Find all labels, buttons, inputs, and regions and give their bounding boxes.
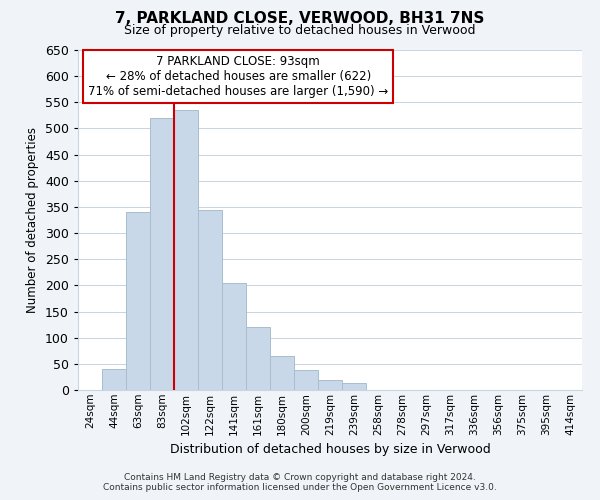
Bar [102, 369, 126, 390]
Text: 7, PARKLAND CLOSE, VERWOOD, BH31 7NS: 7, PARKLAND CLOSE, VERWOOD, BH31 7NS [115, 11, 485, 26]
Bar [342, 382, 366, 390]
Bar [270, 356, 294, 390]
Y-axis label: Number of detached properties: Number of detached properties [26, 127, 40, 313]
Bar [246, 327, 270, 390]
Text: Size of property relative to detached houses in Verwood: Size of property relative to detached ho… [124, 24, 476, 37]
X-axis label: Distribution of detached houses by size in Verwood: Distribution of detached houses by size … [170, 443, 490, 456]
Bar [126, 212, 150, 390]
Bar [174, 110, 198, 390]
Text: Contains HM Land Registry data © Crown copyright and database right 2024.
Contai: Contains HM Land Registry data © Crown c… [103, 473, 497, 492]
Bar [198, 210, 222, 390]
Bar [318, 380, 342, 390]
Bar [150, 118, 174, 390]
Text: 7 PARKLAND CLOSE: 93sqm
← 28% of detached houses are smaller (622)
71% of semi-d: 7 PARKLAND CLOSE: 93sqm ← 28% of detache… [88, 55, 388, 98]
Bar [294, 370, 318, 390]
Bar [222, 283, 246, 390]
